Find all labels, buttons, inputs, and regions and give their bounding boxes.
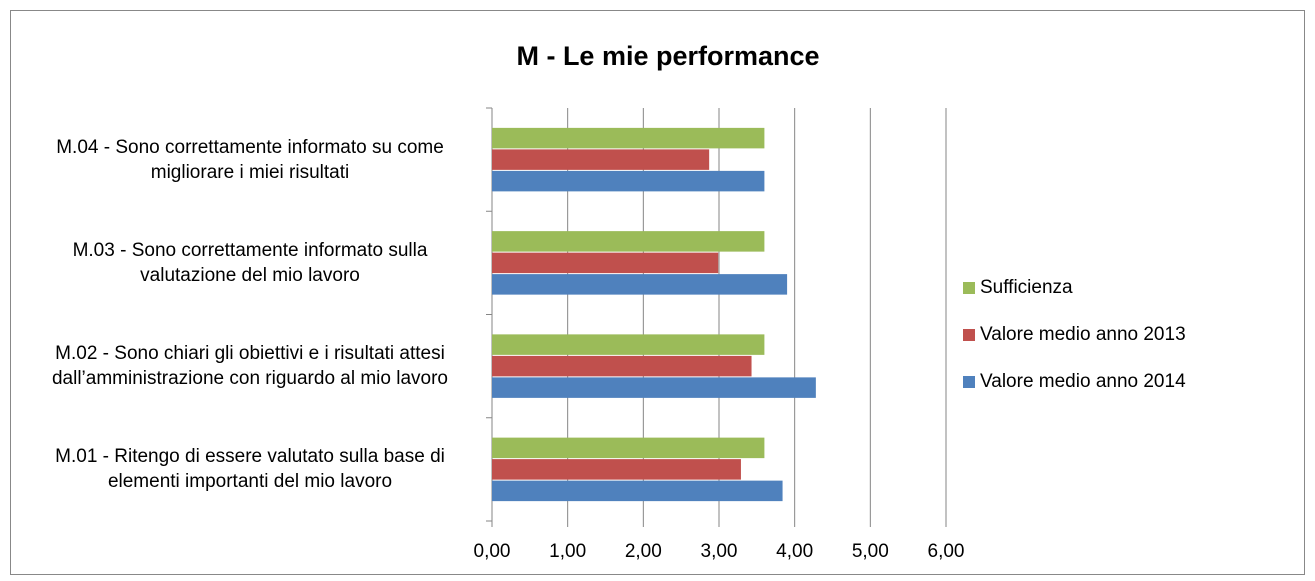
y-tick-label: M.01 - Ritengo di essere valutato sulla …: [55, 446, 445, 493]
x-tick-label: 1,00: [549, 541, 586, 562]
x-tick-label: 5,00: [852, 541, 889, 562]
x-tick-label: 0,00: [474, 541, 511, 562]
bar: [492, 377, 816, 398]
bar: [492, 149, 710, 170]
legend-swatch: [963, 329, 975, 341]
bar: [492, 459, 741, 480]
x-tick-label: 4,00: [776, 541, 813, 562]
y-tick-label: M.04 - Sono correttamente informato su c…: [56, 136, 444, 183]
legend-label: Valore medio anno 2013: [980, 324, 1186, 345]
legend-swatch: [963, 282, 975, 294]
y-tick-label: M.03 - Sono correttamente informato sull…: [72, 239, 428, 286]
x-tick-label: 2,00: [625, 541, 662, 562]
legend-label: Sufficienza: [980, 277, 1073, 298]
bar: [492, 127, 765, 149]
legend-label: Valore medio anno 2014: [980, 371, 1186, 392]
bar: [492, 480, 783, 502]
x-tick-label: 3,00: [701, 541, 738, 562]
y-tick-label: M.02 - Sono chiari gli obiettivi e i ris…: [51, 343, 448, 390]
legend-swatch: [963, 376, 975, 388]
bar: [492, 252, 719, 274]
bar: [492, 170, 765, 192]
bar: [492, 355, 752, 377]
bar: [492, 334, 765, 355]
bar: [492, 231, 765, 252]
x-tick-label: 6,00: [928, 541, 965, 562]
bar: [492, 437, 765, 459]
bar: [492, 274, 788, 295]
chart-title: M - Le mie performance: [516, 41, 819, 71]
